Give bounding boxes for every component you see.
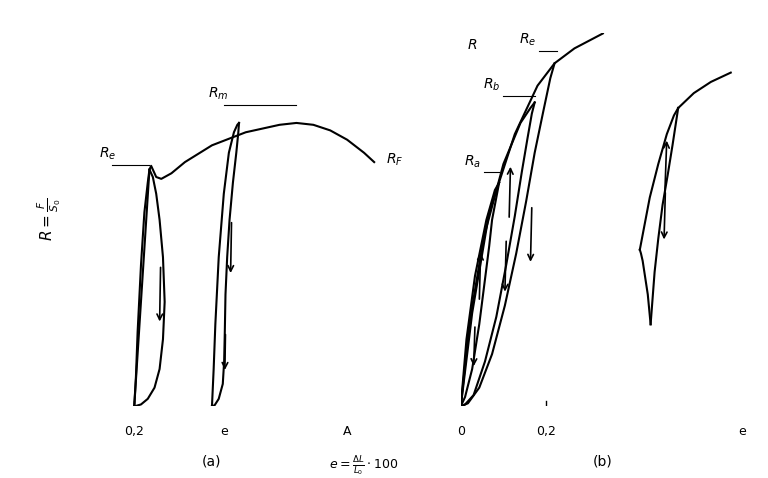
Text: 0,2: 0,2 — [536, 425, 556, 438]
Text: $R = \frac{F}{S_0}$: $R = \frac{F}{S_0}$ — [36, 198, 64, 241]
Text: e: e — [220, 425, 227, 438]
Text: (a): (a) — [202, 455, 222, 469]
Text: (b): (b) — [593, 455, 613, 469]
Text: $R_F$: $R_F$ — [386, 152, 403, 168]
Text: 0,2: 0,2 — [124, 425, 144, 438]
Text: 0: 0 — [457, 425, 465, 438]
Text: $R_a$: $R_a$ — [464, 153, 481, 170]
Text: $R_e$: $R_e$ — [519, 32, 536, 48]
Text: $R_m$: $R_m$ — [208, 86, 229, 102]
Text: $R_b$: $R_b$ — [483, 76, 501, 93]
Text: A: A — [343, 425, 352, 438]
Text: $e = \frac{\Delta L}{L_0} \cdot 100$: $e = \frac{\Delta L}{L_0} \cdot 100$ — [329, 455, 399, 478]
Text: $R_e$: $R_e$ — [98, 146, 116, 162]
Text: e: e — [738, 425, 746, 438]
Text: $R$: $R$ — [467, 38, 478, 52]
